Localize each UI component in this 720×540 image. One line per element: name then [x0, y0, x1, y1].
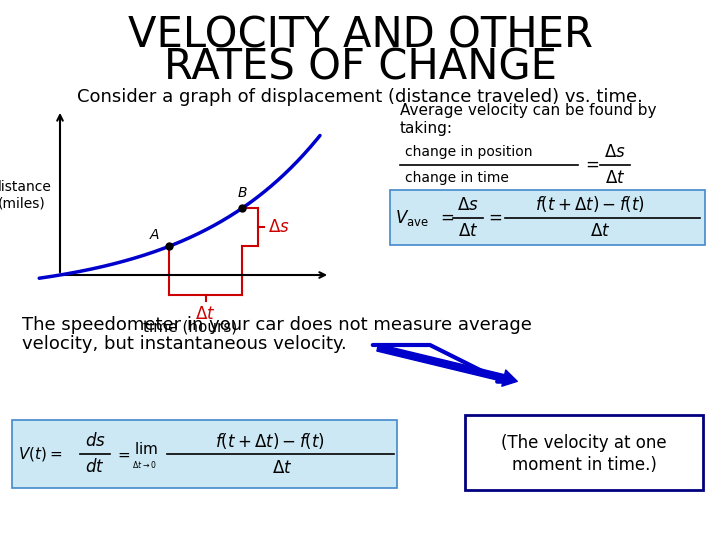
Text: distance
(miles): distance (miles) [0, 180, 51, 210]
Text: moment in time.): moment in time.) [512, 456, 657, 474]
Text: The speedometer in your car does not measure average: The speedometer in your car does not mea… [22, 316, 532, 334]
Text: $V\left(t\right)=$: $V\left(t\right)=$ [18, 445, 63, 463]
Text: =: = [585, 156, 599, 174]
Text: RATES OF CHANGE: RATES OF CHANGE [163, 47, 557, 89]
Text: $\Delta s$: $\Delta s$ [457, 195, 479, 213]
Text: $\Delta t$: $\Delta t$ [605, 169, 625, 187]
Text: velocity, but instantaneous velocity.: velocity, but instantaneous velocity. [22, 335, 347, 353]
Text: $f\left(t+\Delta t\right)-f\left(t\right)$: $f\left(t+\Delta t\right)-f\left(t\right… [215, 431, 325, 451]
Text: $_{\Delta t\to 0}$: $_{\Delta t\to 0}$ [132, 460, 156, 472]
Text: taking:: taking: [400, 120, 453, 136]
FancyArrowPatch shape [377, 345, 517, 386]
Text: Consider a graph of displacement (distance traveled) vs. time.: Consider a graph of displacement (distan… [77, 88, 643, 106]
Text: $\Delta t$: $\Delta t$ [458, 221, 478, 240]
Text: A: A [150, 228, 159, 242]
FancyBboxPatch shape [465, 415, 703, 490]
Text: Average velocity can be found by: Average velocity can be found by [400, 103, 657, 118]
FancyBboxPatch shape [390, 190, 705, 245]
Text: (The velocity at one: (The velocity at one [501, 434, 667, 451]
Text: $V_{\mathrm{ave}}$: $V_{\mathrm{ave}}$ [395, 207, 429, 227]
Text: $ds$: $ds$ [84, 432, 105, 450]
Text: B: B [238, 186, 248, 200]
Text: =: = [440, 208, 454, 226]
Text: =: = [488, 208, 502, 226]
Text: change in position: change in position [405, 145, 533, 159]
Text: $\Delta t$: $\Delta t$ [271, 459, 292, 477]
Text: $=$: $=$ [115, 447, 131, 462]
Text: $\Delta s$: $\Delta s$ [268, 218, 289, 237]
Text: $\Delta t$: $\Delta t$ [195, 305, 216, 323]
Text: VELOCITY AND OTHER: VELOCITY AND OTHER [127, 14, 593, 56]
Text: $\Delta t$: $\Delta t$ [590, 222, 611, 240]
Text: $dt$: $dt$ [85, 458, 105, 476]
FancyBboxPatch shape [12, 420, 397, 488]
Text: time (hours): time (hours) [143, 320, 237, 334]
Text: change in time: change in time [405, 171, 509, 185]
Text: $\Delta s$: $\Delta s$ [604, 143, 626, 161]
Text: $f\left(t+\Delta t\right)-f\left(t\right)$: $f\left(t+\Delta t\right)-f\left(t\right… [535, 194, 645, 214]
Text: $\lim$: $\lim$ [134, 441, 158, 457]
